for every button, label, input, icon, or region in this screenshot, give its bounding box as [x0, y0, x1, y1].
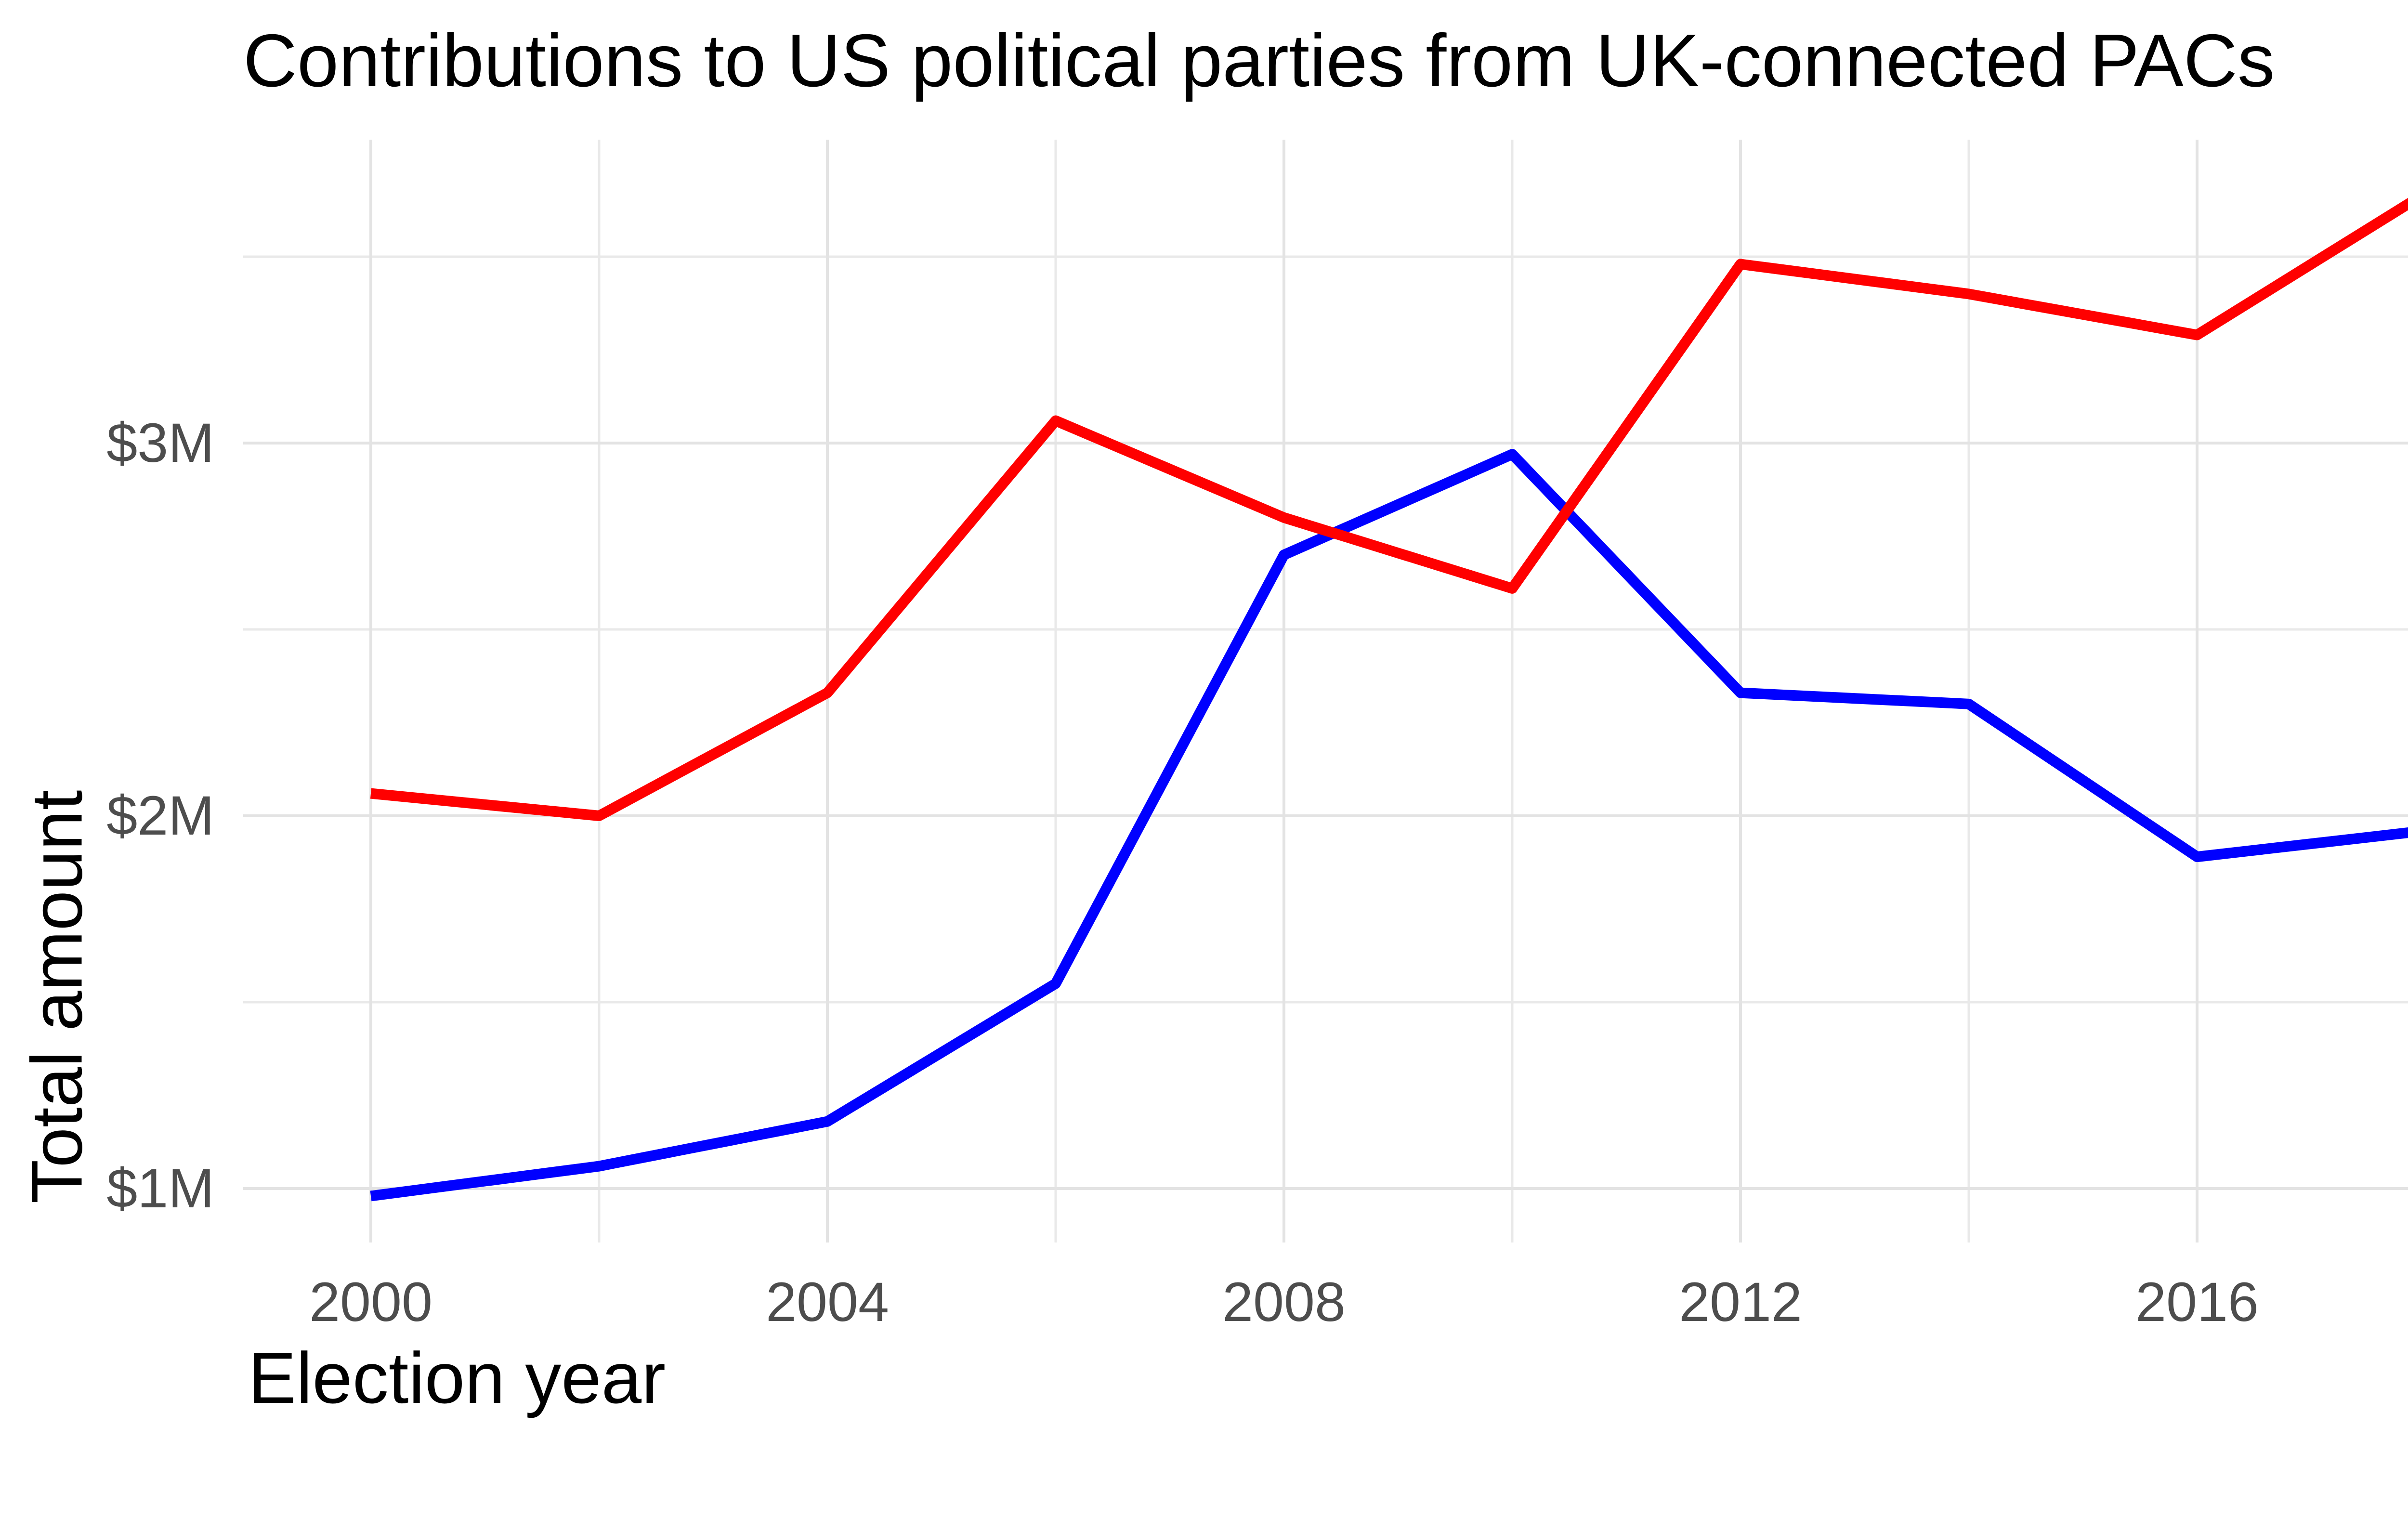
x-axis-title: Election year — [248, 1337, 666, 1418]
democrat-line — [370, 449, 2408, 1202]
y-tick-3m: $3M — [106, 412, 214, 474]
x-tick-2004: 2004 — [766, 1271, 889, 1333]
x-tick-2016: 2016 — [2135, 1271, 2259, 1333]
republican-line — [370, 197, 2408, 821]
x-tick-2012: 2012 — [1679, 1271, 1802, 1333]
chart-title: Contributions to US political parties fr… — [243, 19, 2275, 102]
x-tick-2008: 2008 — [1222, 1271, 1346, 1333]
y-axis-title: Total amount — [16, 790, 97, 1204]
y-tick-2m: $2M — [106, 785, 214, 847]
x-tick-2000: 2000 — [309, 1271, 432, 1333]
source-caption: Source: OpenSecrets.org — [2244, 1426, 2408, 1489]
y-tick-1m: $1M — [106, 1158, 214, 1219]
gridlines — [243, 140, 2408, 1242]
